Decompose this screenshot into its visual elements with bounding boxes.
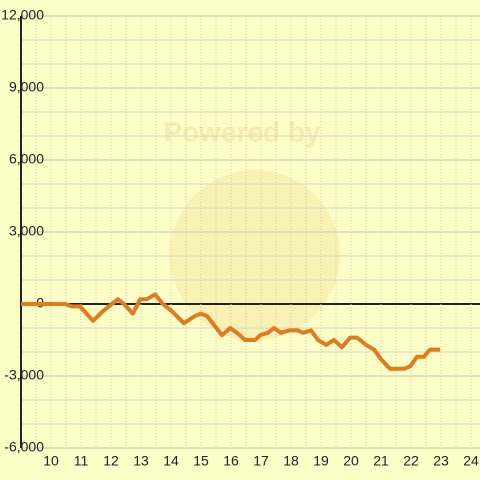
line (21, 292, 441, 371)
y-tick-label: -6,000 (4, 439, 44, 455)
y-tick-label: 12,000 (1, 7, 44, 23)
x-tick-label: 12 (103, 453, 119, 469)
x-tick-label: 20 (343, 453, 359, 469)
watermark: Powered by (163, 116, 321, 147)
x-tick-label: 14 (163, 453, 179, 469)
x-tick-label: 18 (283, 453, 299, 469)
x-tick-label: 13 (133, 453, 149, 469)
x-tick-label: 17 (253, 453, 269, 469)
x-tick-label: 23 (433, 453, 449, 469)
x-tick-label: 15 (193, 453, 209, 469)
y-tick-label: 3,000 (9, 223, 44, 239)
x-tick-label: 10 (43, 453, 59, 469)
x-tick-label: 22 (403, 453, 419, 469)
x-tick-label: 21 (373, 453, 389, 469)
y-tick-label: -3,000 (4, 367, 44, 383)
x-tick-label: 11 (74, 453, 89, 469)
x-tick-label: 24 (463, 453, 479, 469)
x-tick-label: 16 (223, 453, 239, 469)
y-tick-label: 6,000 (9, 151, 44, 167)
x-tick-label: 19 (313, 453, 329, 469)
watermark-logo (170, 170, 340, 340)
y-tick-label: 9,000 (9, 79, 44, 95)
